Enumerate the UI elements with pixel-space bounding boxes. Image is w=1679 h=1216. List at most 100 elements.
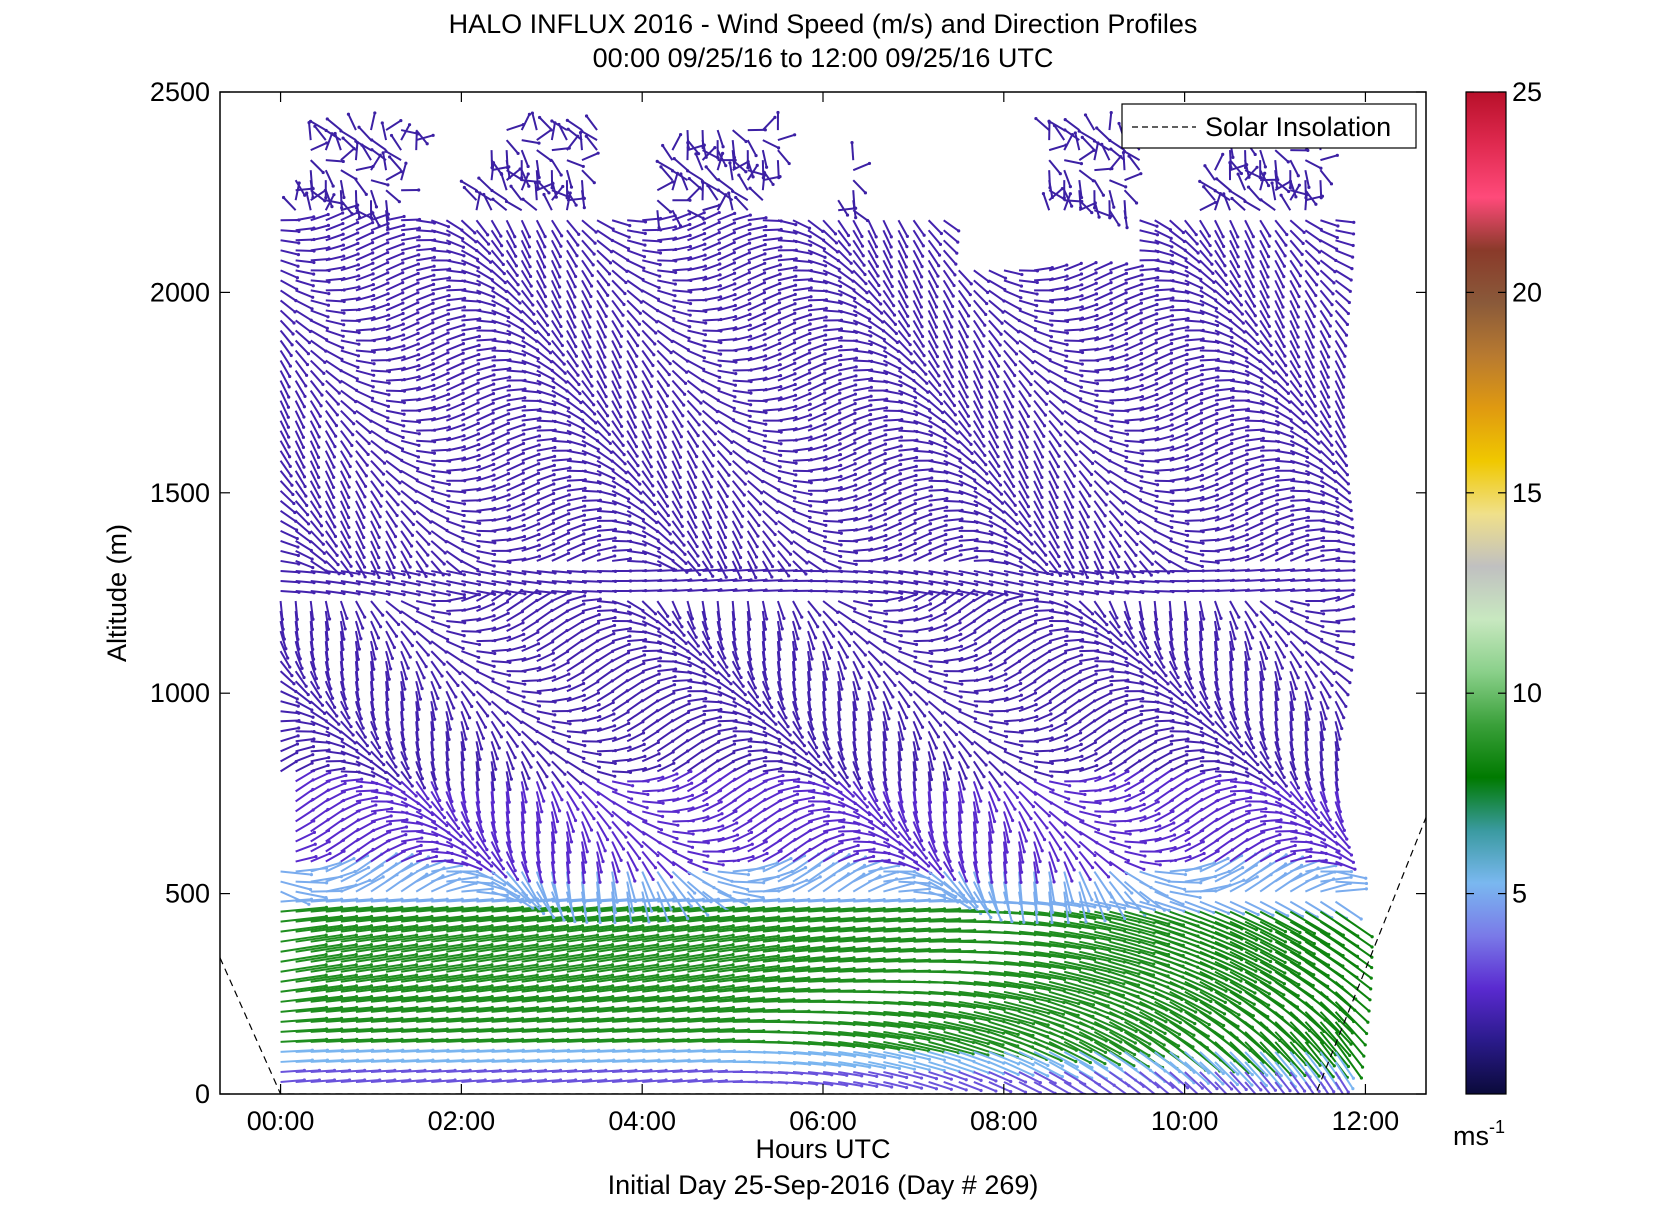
wind-barb-head — [398, 481, 402, 485]
wind-barb-head — [416, 331, 420, 335]
wind-barb-head — [625, 952, 630, 957]
wind-barb-head — [414, 943, 419, 947]
wind-barb-head — [446, 351, 450, 355]
wind-barb — [370, 590, 390, 596]
wind-barb — [370, 179, 389, 186]
wind-barb-head — [583, 743, 587, 748]
wind-barb-head — [568, 466, 572, 470]
wind-barb-head — [357, 592, 361, 596]
wind-barb-head — [649, 455, 653, 459]
wind-barb-head — [598, 880, 602, 884]
wind-barb-head — [321, 382, 325, 386]
wind-barb-head — [412, 632, 417, 636]
wind-barb — [370, 399, 389, 408]
wind-barb-head — [716, 943, 720, 947]
wind-barb-head — [399, 943, 404, 947]
wind-barb — [385, 974, 432, 983]
wind-barb — [385, 510, 398, 527]
wind-barb-head — [552, 850, 556, 854]
wind-barb-head — [642, 255, 647, 259]
wind-barb-head — [575, 254, 579, 258]
wind-barb-head — [358, 707, 362, 711]
wind-barb-head — [447, 471, 452, 475]
wind-barb-head — [671, 963, 675, 967]
wind-barb-head — [377, 525, 382, 529]
wind-barb-head — [680, 424, 684, 428]
wind-barb-head — [642, 616, 646, 620]
wind-barb — [295, 890, 327, 899]
wind-barb-head — [537, 115, 542, 120]
wind-barb-head — [445, 952, 449, 957]
wind-barb-head — [574, 203, 578, 207]
wind-barb-head — [643, 231, 647, 236]
wind-barb-head — [678, 455, 683, 459]
wind-barb — [385, 520, 397, 538]
wind-barb — [324, 480, 335, 498]
wind-barb-head — [353, 411, 357, 415]
wind-barb-head — [569, 840, 574, 844]
wind-barb-head — [394, 524, 398, 528]
wind-barb — [294, 359, 308, 376]
wind-barb-head — [648, 425, 652, 429]
wind-barb-head — [529, 765, 533, 769]
wind-barb-head — [430, 943, 434, 947]
wind-barb — [354, 651, 359, 670]
wind-barb-head — [341, 232, 345, 236]
wind-barb-head — [354, 943, 358, 947]
wind-barb-head — [490, 943, 494, 947]
wind-barb-head — [419, 843, 423, 848]
wind-barb-head — [287, 385, 291, 389]
wind-barb-head — [297, 647, 301, 651]
wind-barb-head — [416, 747, 420, 752]
wind-barb — [339, 500, 350, 518]
wind-barb-head — [346, 112, 351, 116]
wind-barb-head — [491, 441, 495, 445]
wind-barb — [295, 1079, 320, 1083]
wind-barb-head — [591, 393, 595, 398]
wind-barb-head — [371, 767, 375, 771]
wind-barb — [325, 233, 344, 242]
wind-barb — [324, 500, 336, 518]
wind-barb — [355, 179, 368, 195]
wind-barb-head — [612, 476, 616, 481]
wind-barb-head — [507, 635, 512, 639]
wind-barb-head — [523, 582, 527, 586]
wind-barb — [325, 560, 340, 575]
wind-barb-head — [318, 414, 322, 418]
wind-barb — [310, 120, 327, 131]
wind-barb-head — [589, 365, 593, 369]
wind-barb-head — [618, 395, 622, 399]
wind-barb-head — [678, 485, 682, 489]
wind-barb-head — [310, 637, 314, 641]
wind-barb-head — [322, 371, 326, 376]
wind-barb-head — [521, 621, 525, 625]
wind-barb-head — [656, 943, 660, 947]
wind-barb — [280, 510, 297, 523]
wind-barb — [340, 943, 387, 953]
wind-barb-head — [553, 445, 557, 450]
wind-barb-head — [402, 355, 406, 359]
wind-barb-head — [620, 434, 624, 438]
wind-barb-head — [431, 341, 435, 345]
wind-barb-head — [493, 346, 497, 350]
wind-barb-head — [441, 573, 445, 577]
wind-barb — [370, 760, 387, 774]
wind-barb-head — [372, 304, 376, 309]
wind-barb-head — [381, 875, 385, 879]
wind-barb — [355, 241, 374, 252]
wind-barb-head — [386, 260, 390, 265]
wind-barb — [401, 995, 448, 1003]
wind-barb-head — [371, 687, 375, 692]
wind-barb-head — [445, 943, 449, 947]
wind-barb-head — [505, 943, 509, 947]
wind-barb-head — [535, 963, 539, 967]
wind-barb-head — [690, 793, 695, 797]
wind-barb-head — [522, 534, 527, 539]
wind-barb — [355, 740, 371, 755]
wind-barb-head — [384, 149, 388, 153]
wind-barb-head — [497, 746, 501, 750]
wind-barb — [355, 730, 369, 747]
wind-barb — [385, 600, 402, 614]
wind-barb-head — [371, 697, 375, 702]
wind-barb — [325, 730, 343, 741]
